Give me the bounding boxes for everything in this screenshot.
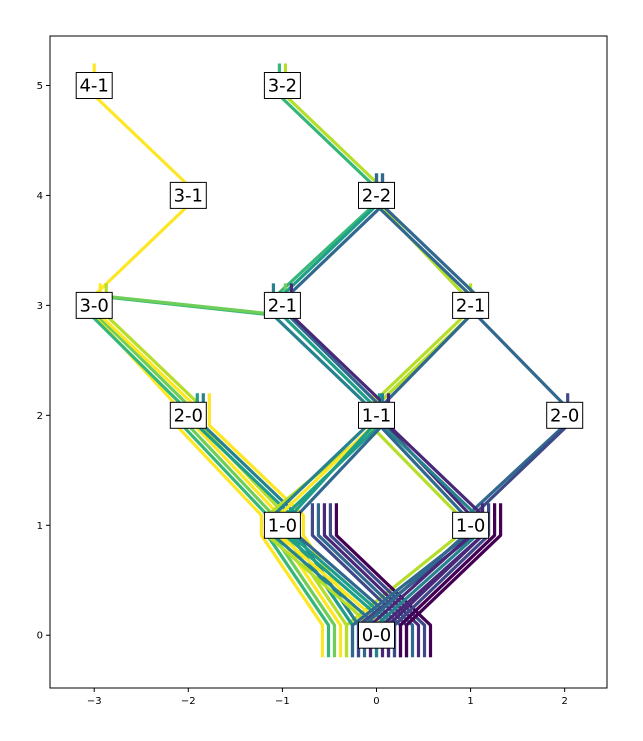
node-n00: 0-0 <box>358 621 395 649</box>
y-tick-label: 5 <box>37 81 43 92</box>
node-label: 3-1 <box>174 185 203 206</box>
node-n22: 2-2 <box>358 181 395 209</box>
y-tick-label: 3 <box>37 301 43 312</box>
node-label: 2-1 <box>268 295 297 316</box>
node-label: 2-0 <box>174 405 203 426</box>
node-label: 0-0 <box>362 625 391 646</box>
y-tick-label: 0 <box>37 631 43 642</box>
x-tick-label: −2 <box>181 696 196 707</box>
node-label: 3-2 <box>268 76 297 97</box>
y-tick-label: 4 <box>37 191 43 202</box>
node-box <box>263 291 301 319</box>
node-box <box>75 72 113 99</box>
x-tick-label: 0 <box>373 696 379 707</box>
node-box <box>452 291 490 319</box>
path-line-19 <box>334 503 433 658</box>
node-box <box>169 181 207 209</box>
node-n11: 1-1 <box>358 401 395 429</box>
x-tick-label: −3 <box>87 696 102 707</box>
node-n10b: 1-0 <box>452 511 490 539</box>
node-box <box>358 401 395 429</box>
x-tick-label: −1 <box>275 696 290 707</box>
node-n41: 4-1 <box>75 72 113 99</box>
nodes-layer: 0-0 1-0 1-0 2-0 1-1 2-0 3-0 2-1 2-1 3-1 2-2 4-1 3-2 <box>75 72 584 649</box>
axes-frame <box>49 35 608 689</box>
node-n30: 3-0 <box>75 291 113 319</box>
node-box <box>263 511 301 539</box>
node-label: 1-0 <box>456 515 485 536</box>
x-tick-label: 2 <box>561 696 567 707</box>
path-line-17 <box>322 503 421 658</box>
node-n21a: 2-1 <box>263 291 301 319</box>
ticks-layer: −3 −2 −1 0 1 2 0 1 2 3 4 5 <box>37 81 568 707</box>
node-n10a: 1-0 <box>263 511 301 539</box>
node-label: 2-1 <box>456 295 485 316</box>
node-box <box>358 181 395 209</box>
node-box <box>169 401 207 429</box>
node-n20a: 2-0 <box>169 401 207 429</box>
node-label: 1-1 <box>362 405 391 426</box>
node-label: 2-2 <box>362 185 391 206</box>
y-tick-label: 2 <box>37 411 43 422</box>
node-box <box>452 511 490 539</box>
y-tick-label: 1 <box>37 521 43 532</box>
path-line-28 <box>398 503 497 658</box>
node-n32: 3-2 <box>263 72 301 99</box>
node-box <box>263 72 301 99</box>
path-line-29 <box>404 503 503 658</box>
node-box <box>75 291 113 319</box>
path-line-18 <box>328 503 427 658</box>
node-n31: 3-1 <box>169 181 207 209</box>
path-line-16 <box>316 503 415 658</box>
x-tick-label: 1 <box>467 696 473 707</box>
node-label: 4-1 <box>79 76 108 97</box>
node-label: 1-0 <box>268 515 297 536</box>
node-box <box>546 401 584 429</box>
node-n21b: 2-1 <box>452 291 490 319</box>
node-box <box>358 621 395 649</box>
node-label: 3-0 <box>79 295 108 316</box>
node-n20b: 2-0 <box>546 401 584 429</box>
node-label: 2-0 <box>550 405 579 426</box>
